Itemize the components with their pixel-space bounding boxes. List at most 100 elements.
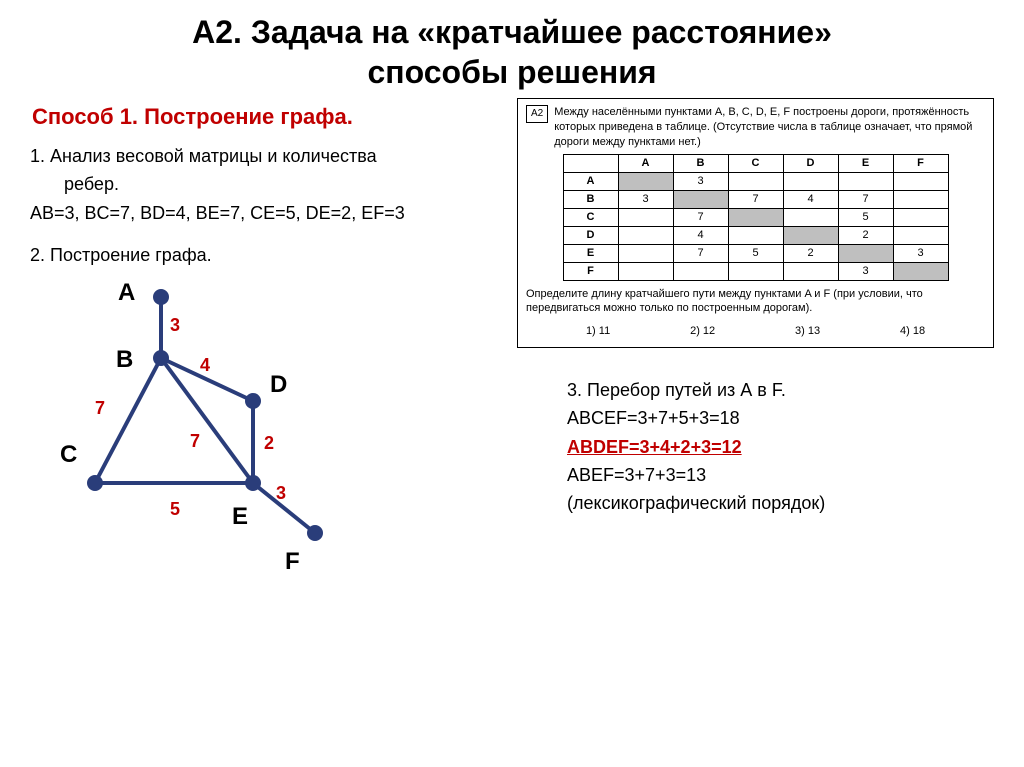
edge-weight-DE: 2 [264, 433, 274, 454]
graph-edge [161, 358, 253, 483]
step1-line1: 1. Анализ весовой матрицы и количества [30, 144, 507, 168]
table-cell: 7 [838, 190, 893, 208]
node-label-A: A [118, 279, 135, 307]
table-cell: 2 [838, 226, 893, 244]
title-line-2: способы решения [40, 52, 984, 92]
table-cell: 4 [673, 226, 728, 244]
table-cell [728, 208, 783, 226]
graph-node [307, 525, 323, 541]
edge-weight-BC: 7 [95, 398, 105, 419]
table-header: F [893, 154, 948, 172]
node-label-C: C [60, 441, 77, 469]
problem-header: A2 Между населёнными пунктами A, B, C, D… [526, 105, 985, 150]
table-cell [673, 190, 728, 208]
solution-path3: ABEF=3+7+3=13 [567, 463, 994, 487]
edge-weight-AB: 3 [170, 315, 180, 336]
table-row-header: E [563, 244, 618, 262]
solution-line1: 3. Перебор путей из А в F. [567, 378, 994, 402]
step1-line2: ребер. [30, 172, 507, 196]
graph-node [153, 350, 169, 366]
table-row-header: D [563, 226, 618, 244]
solution-path2: ABDEF=3+4+2+3=12 [567, 435, 994, 459]
table-row-header: C [563, 208, 618, 226]
table-cell [893, 208, 948, 226]
table-header: A [618, 154, 673, 172]
table-cell: 4 [783, 190, 838, 208]
edge-weight-CE: 5 [170, 499, 180, 520]
table-cell: 5 [838, 208, 893, 226]
table-cell [783, 226, 838, 244]
solution-block: 3. Перебор путей из А в F. ABCEF=3+7+5+3… [517, 378, 994, 515]
table-cell [728, 172, 783, 190]
graph-diagram: ABCDEF3477253 [40, 273, 460, 593]
step2: 2. Построение графа. [30, 243, 507, 267]
method-title: Способ 1. Построение графа. [32, 104, 507, 130]
table-cell: 5 [728, 244, 783, 262]
node-label-B: B [116, 346, 133, 374]
problem-box: A2 Между населёнными пунктами A, B, C, D… [517, 98, 994, 348]
graph-node [153, 289, 169, 305]
table-cell [728, 262, 783, 280]
table-cell [618, 262, 673, 280]
answer-option: 3) 13 [795, 324, 820, 339]
table-header: D [783, 154, 838, 172]
adjacency-table: ABCDEFA3B3747C75D42E7523F3 [563, 154, 949, 281]
table-cell: 7 [673, 244, 728, 262]
edges-list: AB=3, BC=7, BD=4, BE=7, CE=5, DE=2, EF=3 [30, 201, 507, 225]
problem-text-1: Между населёнными пунктами A, B, C, D, E… [554, 105, 985, 150]
answer-option: 1) 11 [586, 324, 610, 339]
graph-node [245, 475, 261, 491]
graph-edge [95, 358, 161, 483]
problem-badge: A2 [526, 105, 548, 123]
table-cell [838, 244, 893, 262]
node-label-F: F [285, 548, 300, 576]
table-header: B [673, 154, 728, 172]
table-cell [618, 244, 673, 262]
table-cell [728, 226, 783, 244]
table-cell [893, 190, 948, 208]
node-label-D: D [270, 371, 287, 399]
table-header: C [728, 154, 783, 172]
table-cell [618, 208, 673, 226]
table-cell: 3 [673, 172, 728, 190]
table-row-header: F [563, 262, 618, 280]
content-area: Способ 1. Построение графа. 1. Анализ ве… [0, 98, 1024, 593]
table-cell [783, 208, 838, 226]
table-header: E [838, 154, 893, 172]
table-row-header: A [563, 172, 618, 190]
table-cell: 7 [673, 208, 728, 226]
table-cell [893, 226, 948, 244]
table-cell: 3 [838, 262, 893, 280]
table-cell: 3 [893, 244, 948, 262]
edge-weight-EF: 3 [276, 483, 286, 504]
table-cell [783, 262, 838, 280]
table-cell [618, 172, 673, 190]
table-cell: 3 [618, 190, 673, 208]
table-cell [838, 172, 893, 190]
table-cell [618, 226, 673, 244]
solution-path1: ABCEF=3+7+5+3=18 [567, 406, 994, 430]
left-column: Способ 1. Построение графа. 1. Анализ ве… [30, 98, 507, 593]
node-label-E: E [232, 503, 248, 531]
right-column: A2 Между населёнными пунктами A, B, C, D… [507, 98, 994, 593]
graph-node [87, 475, 103, 491]
graph-node [245, 393, 261, 409]
table-cell [783, 172, 838, 190]
answer-option: 2) 12 [690, 324, 715, 339]
table-cell: 2 [783, 244, 838, 262]
solution-note: (лексикографический порядок) [567, 491, 994, 515]
answers-row: 1) 11 2) 12 3) 13 4) 18 [526, 322, 985, 341]
table-cell: 7 [728, 190, 783, 208]
edge-weight-BD: 4 [200, 355, 210, 376]
title-line-1: A2. Задача на «кратчайшее расстояние» [40, 12, 984, 52]
table-row-header: B [563, 190, 618, 208]
answer-option: 4) 18 [900, 324, 925, 339]
table-cell [673, 262, 728, 280]
table-cell [893, 172, 948, 190]
table-cell [893, 262, 948, 280]
table-header [563, 154, 618, 172]
problem-text-2: Определите длину кратчайшего пути между … [526, 287, 985, 317]
graph-svg [40, 273, 460, 593]
edge-weight-BE: 7 [190, 431, 200, 452]
slide-title: A2. Задача на «кратчайшее расстояние» сп… [0, 0, 1024, 98]
